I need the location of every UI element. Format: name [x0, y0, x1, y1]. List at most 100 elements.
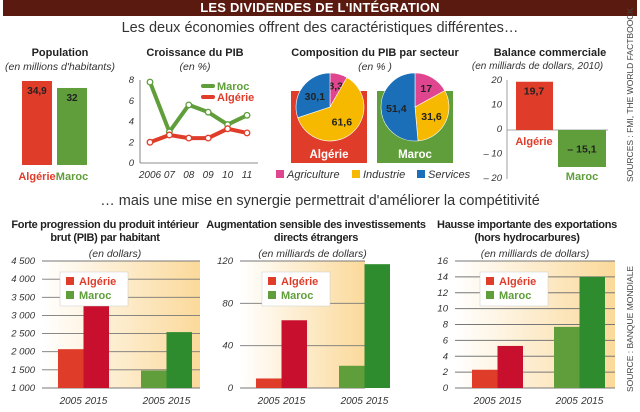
population-title: Population [31, 47, 89, 59]
growth-point [224, 125, 232, 133]
balance-y-tick: 10 [491, 100, 502, 111]
growth-point [204, 134, 212, 142]
y-tick-label: 14 [437, 272, 448, 283]
y-tick-label: 4 500 [11, 256, 35, 267]
pie-value-label: 8,3 [328, 81, 343, 93]
y-tick-label: 12 [437, 288, 448, 299]
growth-line-Algérie [149, 126, 248, 145]
pie-legend-swatch [352, 170, 360, 178]
balance-bar [558, 130, 606, 167]
fdi-title: Augmentation sensible des investissement… [206, 219, 426, 244]
y-tick-label: 120 [217, 256, 234, 267]
pie-value-label: 30,1 [305, 91, 326, 103]
bar-Maroc-2005 [554, 326, 580, 388]
pie-legend-swatch [276, 170, 284, 178]
population-category-label: Algérie [18, 171, 55, 183]
balance-y-tick: 20 [490, 75, 502, 86]
gdp-per-capita-title: Forte progression du produit intérieur b… [11, 219, 199, 244]
growth-title: Croissance du PIB [146, 47, 244, 59]
y-tick-label: 40 [222, 341, 233, 352]
balance-title: Balance commerciale [493, 47, 607, 59]
bar-Algérie-2005 [58, 349, 84, 388]
legend-label: Algérie [499, 276, 536, 288]
balance-bar [516, 81, 553, 130]
bar-Algérie-2015 [497, 345, 523, 388]
y-tick-label: 8 [443, 320, 449, 331]
legend-swatch [268, 291, 276, 299]
pie-value-label: 51,4 [386, 103, 407, 115]
growth-x-tick: 10 [222, 170, 234, 181]
pie-value-label: 17 [420, 83, 432, 95]
legend-label: Maroc [79, 290, 111, 302]
legend-label: Algérie [79, 276, 116, 288]
legend-label: Maroc [499, 290, 531, 302]
page-title: LES DIVIDENDES DE L'INTÉGRATION [3, 0, 637, 16]
growth-subtitle: (en %) [179, 61, 211, 73]
y-tick-label: 2 [442, 367, 449, 378]
y-tick-label: 1 500 [11, 365, 35, 376]
balance-category-label: Maroc [566, 171, 598, 183]
x-tick-label: 2005 [340, 396, 364, 407]
population-subtitle: (en millions d'habitants) [5, 61, 115, 73]
y-tick-label: 0 [228, 383, 234, 394]
balance-y-tick: – 10 [483, 149, 503, 160]
y-tick-label: 2 000 [10, 347, 35, 358]
pie-legend-label: Industrie [363, 169, 405, 181]
balance-value-label: 19,7 [524, 86, 545, 98]
growth-y-tick: 0 [129, 158, 135, 169]
y-tick-label: 3 000 [11, 310, 35, 321]
pie-value-label: 61,6 [332, 116, 353, 128]
x-tick-label: 2015 [365, 396, 389, 407]
pie-value-label: 31,6 [421, 111, 442, 123]
x-tick-label: 2015 [84, 396, 108, 407]
bar-Maroc-2015 [166, 332, 192, 388]
growth-x-tick: 08 [183, 170, 195, 181]
bar-Maroc-2005 [141, 370, 167, 388]
bar-Algérie-2005 [256, 378, 282, 388]
legend-swatch [66, 277, 74, 285]
population-bar [22, 81, 52, 165]
pie-slice-industrie [297, 77, 365, 142]
y-tick-label: 1 000 [11, 383, 35, 394]
growth-point [165, 131, 173, 139]
pie-name-label: Algérie [310, 149, 349, 161]
y-tick-label: 0 [443, 383, 449, 394]
legend-swatch [486, 277, 494, 285]
y-tick-label: 10 [437, 304, 448, 315]
growth-y-tick: 4 [129, 117, 134, 128]
x-tick-label: 2015 [282, 396, 306, 407]
bar-Maroc-2015 [364, 264, 390, 388]
composition-title: Composition du PIB par secteur [291, 47, 459, 59]
growth-point [146, 138, 154, 146]
legend-label: Maroc [281, 290, 313, 302]
y-tick-label: 6 [443, 335, 449, 346]
y-tick-label: 2 500 [10, 329, 35, 340]
growth-y-tick: 2 [128, 137, 135, 148]
legend-swatch [486, 291, 494, 299]
x-tick-label: 2005 [142, 396, 166, 407]
x-tick-label: 2005 [59, 396, 83, 407]
pie-slice-industrie [414, 90, 450, 142]
balance-subtitle: (en milliards de dollars, 2010) [471, 61, 604, 72]
pie-slice-services [380, 72, 419, 142]
exports-subtitle: (en milliards de dollars) [480, 248, 590, 260]
growth-legend-label: Maroc [217, 81, 249, 93]
growth-point [243, 111, 251, 119]
composition-subtitle: (en % ) [358, 61, 392, 73]
growth-line-Maroc [148, 81, 248, 134]
y-tick-label: 4 [443, 351, 448, 362]
growth-x-tick: 11 [242, 170, 252, 181]
y-tick-label: 16 [437, 256, 448, 267]
bar-Algérie-2015 [281, 320, 307, 388]
pie-name-label: Maroc [398, 149, 432, 161]
bar-Maroc-2015 [579, 276, 605, 388]
subtitle-bottom: … mais une mise en synergie permettrait … [100, 193, 540, 209]
legend-swatch [268, 277, 276, 285]
balance-value-label: – 15,1 [567, 143, 596, 155]
growth-point [185, 101, 193, 109]
pie-slice-services [295, 72, 331, 119]
y-tick-label: 80 [222, 298, 233, 309]
y-tick-label: 3 500 [11, 292, 35, 303]
legend-label: Algérie [281, 276, 318, 288]
